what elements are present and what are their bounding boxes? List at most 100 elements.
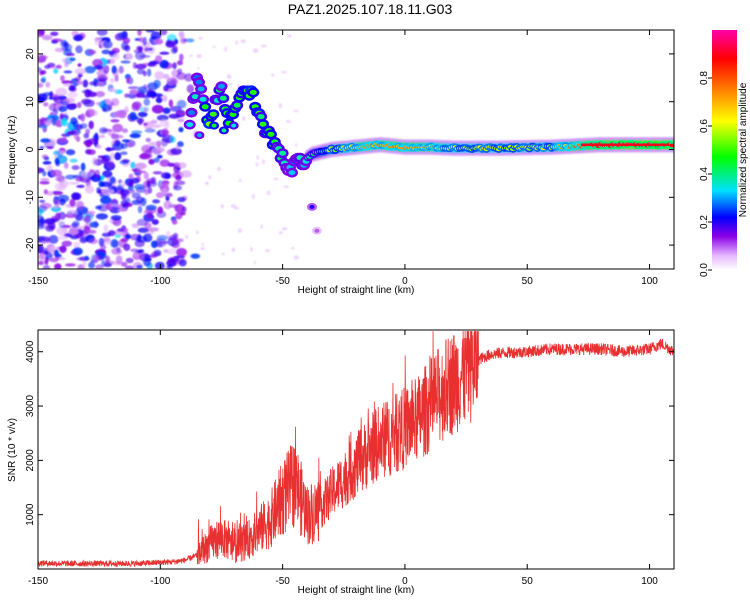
noise-speckle <box>94 39 102 46</box>
noise-speckle <box>92 157 98 166</box>
noise-speckle <box>266 190 271 196</box>
noise-speckle <box>53 150 61 156</box>
noise-speckle <box>74 68 87 75</box>
noise-speckle <box>114 234 122 238</box>
noise-speckle <box>281 227 288 231</box>
signal-blob-inner <box>188 110 195 116</box>
noise-speckle <box>84 66 96 74</box>
noise-speckle <box>176 72 187 80</box>
noise-speckle <box>112 134 124 139</box>
noise-speckle <box>278 103 282 109</box>
noise-speckle <box>89 81 98 86</box>
noise-speckle <box>226 74 232 79</box>
colorbar-tick-label: 0.4 <box>699 167 710 181</box>
noise-speckle <box>38 260 45 266</box>
noise-speckle <box>39 146 45 150</box>
noise-speckle <box>110 203 119 207</box>
noise-speckle <box>231 247 236 252</box>
noise-speckle <box>102 170 113 178</box>
noise-speckle <box>42 92 53 96</box>
noise-speckle <box>77 227 84 237</box>
noise-speckle <box>41 154 49 159</box>
noise-speckle <box>72 247 83 256</box>
noise-speckle <box>84 215 91 224</box>
noise-speckle <box>120 60 131 64</box>
noise-speckle <box>38 253 46 259</box>
noise-speckle <box>287 34 292 38</box>
noise-speckle <box>114 110 127 118</box>
noise-speckle <box>74 77 82 82</box>
noise-speckle <box>109 176 116 184</box>
noise-speckle <box>170 147 182 155</box>
noise-speckle <box>179 38 187 44</box>
noise-speckle <box>111 247 123 255</box>
noise-speckle <box>96 187 101 194</box>
noise-speckle <box>70 222 79 228</box>
signal-blob-inner <box>218 83 225 89</box>
noise-speckle <box>159 159 170 167</box>
noise-speckle <box>186 84 195 94</box>
snr-x-ticks: -150 -100 -50 0 50 100 <box>28 330 658 587</box>
noise-speckle <box>86 210 96 214</box>
noise-speckle <box>184 73 194 82</box>
spectrogram-y-ticks: -20 -10 0 10 20 <box>25 48 674 252</box>
noise-speckle <box>168 262 173 269</box>
noise-speckle <box>134 184 145 190</box>
noise-speckle <box>147 68 152 77</box>
signal-blob-inner <box>231 123 237 128</box>
noise-speckle <box>140 197 147 207</box>
noise-speckle <box>152 199 161 204</box>
noise-speckle <box>106 59 111 65</box>
noise-speckle <box>227 83 233 86</box>
noise-speckle <box>137 30 142 36</box>
noise-speckle <box>73 34 84 42</box>
noise-speckle <box>102 237 111 242</box>
noise-speckle <box>271 73 274 77</box>
noise-speckle <box>143 257 151 267</box>
noise-speckle <box>173 185 182 191</box>
noise-speckle <box>150 119 158 124</box>
noise-speckle <box>50 169 63 177</box>
noise-speckle <box>42 161 52 165</box>
noise-speckle <box>96 74 108 82</box>
noise-speckle <box>49 112 55 116</box>
noise-speckle <box>38 82 44 88</box>
noise-speckle <box>131 130 143 134</box>
noise-speckle <box>40 177 50 181</box>
noise-speckle <box>53 204 59 209</box>
noise-speckle <box>255 162 259 167</box>
noise-speckle <box>265 249 270 253</box>
noise-speckle <box>69 198 76 207</box>
y-tick-label: -10 <box>25 190 36 205</box>
noise-speckle <box>153 79 161 89</box>
x-tick-label: 100 <box>641 576 658 587</box>
signal-blob-inner <box>267 131 275 137</box>
noise-speckle <box>166 77 179 86</box>
signal-blob-inner <box>288 170 296 176</box>
noise-speckle <box>136 45 143 51</box>
noise-speckle <box>53 68 59 74</box>
noise-speckle <box>174 204 185 213</box>
y-tick-label: 1000 <box>25 503 36 526</box>
x-tick-label: 0 <box>402 276 408 287</box>
noise-speckle <box>291 246 295 250</box>
noise-speckle <box>103 64 110 74</box>
x-tick-label: -150 <box>28 576 48 587</box>
x-tick-label: -150 <box>28 276 48 287</box>
noise-speckle <box>83 99 95 107</box>
noise-speckle <box>89 221 99 228</box>
noise-speckle <box>176 247 187 257</box>
noise-speckle <box>124 44 131 52</box>
noise-speckle <box>105 147 116 151</box>
noise-speckle <box>51 38 63 43</box>
noise-speckle <box>180 211 186 216</box>
noise-speckle <box>155 97 163 104</box>
noise-speckle <box>159 182 170 188</box>
noise-speckle <box>96 82 104 86</box>
noise-speckle <box>58 106 68 113</box>
noise-speckle <box>117 31 128 40</box>
noise-speckle <box>142 180 151 189</box>
noise-speckle <box>163 192 173 198</box>
noise-speckle <box>99 127 108 134</box>
noise-speckle <box>161 188 168 195</box>
